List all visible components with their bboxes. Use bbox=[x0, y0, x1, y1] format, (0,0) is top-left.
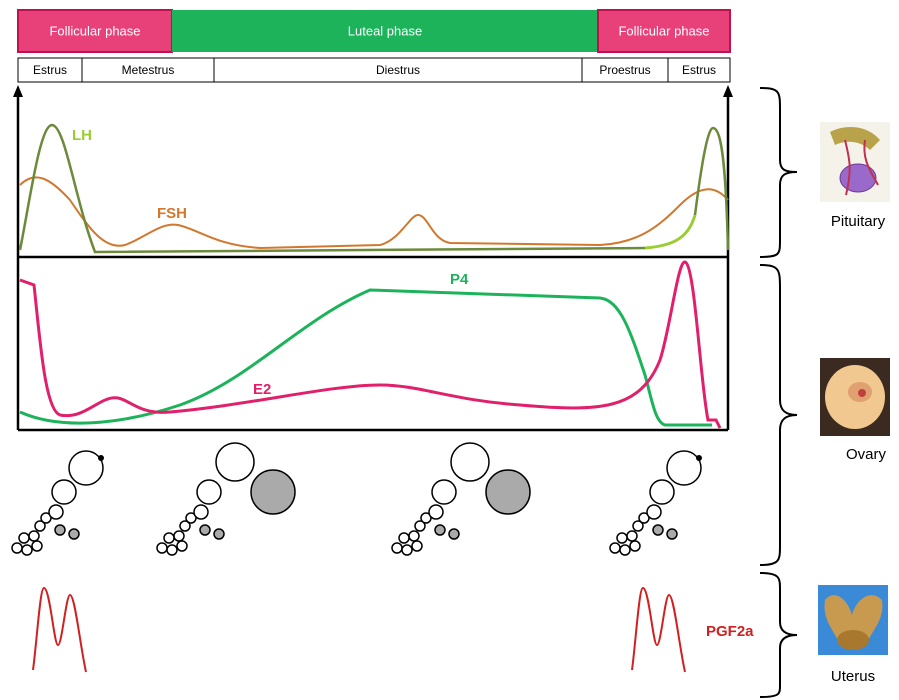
follicle bbox=[31, 540, 43, 552]
follicle bbox=[652, 524, 664, 536]
lh-curve bbox=[693, 126, 730, 251]
stage-box bbox=[581, 57, 669, 83]
phase-box bbox=[172, 10, 598, 52]
follicle bbox=[434, 524, 446, 536]
follicle bbox=[173, 530, 185, 542]
phase-label: Follicular phase bbox=[618, 23, 709, 38]
follicle bbox=[646, 504, 662, 520]
e2-curve bbox=[19, 260, 722, 429]
follicle bbox=[428, 504, 444, 520]
fsh-curve bbox=[19, 176, 729, 250]
follicle bbox=[485, 469, 531, 515]
stage-box bbox=[667, 57, 731, 83]
follicle bbox=[54, 524, 66, 536]
lh-label: LH bbox=[72, 127, 92, 144]
follicle bbox=[431, 479, 457, 505]
organ-label: Pituitary bbox=[831, 213, 886, 230]
follicle bbox=[626, 530, 638, 542]
follicle bbox=[185, 512, 197, 524]
ovulation-dot bbox=[98, 455, 104, 461]
follicle bbox=[408, 530, 420, 542]
pgf2a-label: PGF2a bbox=[706, 623, 754, 640]
follicle bbox=[11, 542, 23, 554]
follicle bbox=[411, 540, 423, 552]
stage-box bbox=[81, 57, 215, 83]
pituitary-image bbox=[820, 122, 890, 202]
stage-label: Estrus bbox=[682, 63, 716, 77]
p4-label: P4 bbox=[450, 271, 469, 288]
follicle bbox=[666, 450, 702, 486]
ovary-image bbox=[820, 358, 890, 436]
follicle bbox=[448, 528, 460, 540]
follicle bbox=[34, 520, 46, 532]
follicle bbox=[18, 532, 30, 544]
follicle bbox=[28, 530, 40, 542]
follicle bbox=[420, 512, 432, 524]
phase-label: Follicular phase bbox=[49, 23, 140, 38]
follicle bbox=[68, 450, 104, 486]
stage-box bbox=[213, 57, 583, 83]
follicle bbox=[609, 542, 621, 554]
e2-label: E2 bbox=[253, 381, 271, 398]
organ-label: Uterus bbox=[831, 668, 875, 685]
stage-label: Proestrus bbox=[599, 63, 650, 77]
follicle bbox=[666, 528, 678, 540]
follicle bbox=[250, 469, 296, 515]
brackets bbox=[759, 87, 798, 698]
stage-label: Estrus bbox=[33, 63, 67, 77]
follicle bbox=[649, 479, 675, 505]
phase-box bbox=[17, 9, 173, 53]
follicle bbox=[638, 512, 650, 524]
follicle bbox=[156, 542, 168, 554]
follicle bbox=[163, 532, 175, 544]
phase-label: Luteal phase bbox=[348, 23, 422, 38]
ovulation-dot bbox=[696, 455, 702, 461]
stage-label: Diestrus bbox=[376, 63, 420, 77]
phase-box bbox=[597, 9, 731, 53]
follicle bbox=[199, 524, 211, 536]
follicle bbox=[398, 532, 410, 544]
lh-curve bbox=[18, 123, 646, 254]
follicle bbox=[196, 479, 222, 505]
follicle bbox=[215, 442, 255, 482]
organ-label: Ovary bbox=[846, 446, 887, 463]
stage-box bbox=[17, 57, 83, 83]
follicle bbox=[629, 540, 641, 552]
uterus-image bbox=[818, 585, 888, 655]
pgf2a-waves bbox=[32, 586, 686, 673]
axes bbox=[16, 92, 730, 432]
follicle bbox=[414, 520, 426, 532]
follicle bbox=[179, 520, 191, 532]
p4-curve bbox=[19, 288, 712, 427]
follicle bbox=[450, 442, 490, 482]
follicle bbox=[616, 532, 628, 544]
follicle bbox=[193, 504, 209, 520]
follicle bbox=[48, 504, 64, 520]
follicle bbox=[632, 520, 644, 532]
follicle bbox=[619, 544, 631, 556]
follicle bbox=[40, 512, 52, 524]
follicle bbox=[391, 542, 403, 554]
fsh-label: FSH bbox=[157, 205, 187, 222]
follicle bbox=[401, 544, 413, 556]
follicles bbox=[11, 442, 702, 556]
stage-row bbox=[17, 57, 731, 83]
follicle bbox=[176, 540, 188, 552]
follicle bbox=[68, 528, 80, 540]
follicle bbox=[51, 479, 77, 505]
follicle bbox=[213, 528, 225, 540]
lh-curve bbox=[644, 214, 697, 250]
follicle bbox=[21, 544, 33, 556]
stage-label: Metestrus bbox=[122, 63, 175, 77]
follicle bbox=[166, 544, 178, 556]
axis-arrow bbox=[13, 85, 733, 97]
